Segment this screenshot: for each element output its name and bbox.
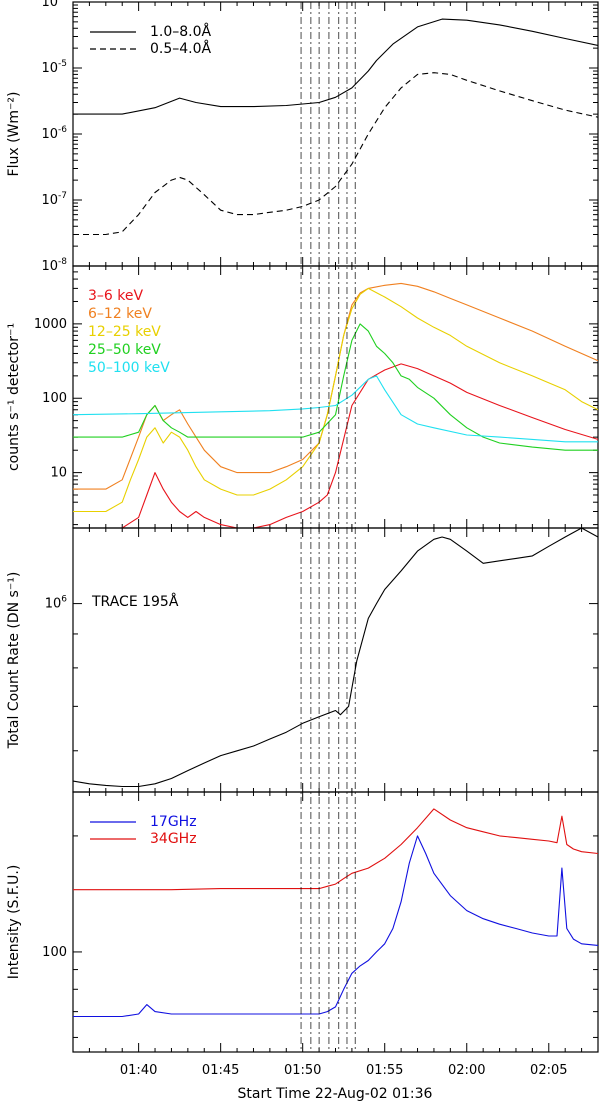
x-axis-title: Start Time 22-Aug-02 01:36: [238, 1086, 433, 1102]
vertical-time-markers: [300, 2, 356, 1052]
y-tick-base: 10: [41, 259, 58, 274]
y-tick-label: 10-8: [41, 257, 67, 274]
series-line-0: [73, 18, 598, 115]
y-axis-title: Intensity (S.F.U.): [6, 865, 22, 980]
y-tick-exponent: -7: [58, 191, 67, 201]
legend-label: 3–6 keV: [88, 288, 143, 304]
y-tick-base: 10: [41, 61, 58, 76]
series-group: [73, 18, 598, 236]
y-tick-label: 10-6: [41, 125, 67, 142]
legend-label: 50–100 keV: [88, 360, 170, 376]
y-tick-label: 10-4: [41, 0, 67, 10]
y-axis-title: Total Count Rate (DN s⁻¹): [6, 572, 22, 750]
y-tick-label: 100: [42, 391, 67, 406]
y-tick-label: 1000: [34, 317, 67, 332]
y-tick-exponent: -4: [58, 0, 67, 3]
y-tick-label: 100: [42, 945, 67, 960]
series-group: [73, 528, 598, 788]
panel-annotation: TRACE 195Å: [91, 593, 179, 610]
legend: 1.0–8.0Å0.5–4.0Å: [90, 23, 212, 57]
series-group: [73, 808, 598, 1018]
series-line-2: [73, 287, 598, 513]
x-tick-label: 02:05: [530, 1063, 567, 1078]
series-line-0: [73, 835, 598, 1018]
y-tick-label: 10-5: [41, 59, 67, 76]
y-tick-exponent: 6: [61, 595, 67, 605]
x-tick-label: 02:00: [448, 1063, 485, 1078]
x-tick-label: 01:45: [202, 1063, 239, 1078]
x-tick-label: 01:40: [120, 1063, 157, 1078]
y-tick-exponent: -6: [58, 125, 67, 135]
y-axis-title: counts s⁻¹ detector⁻¹: [6, 323, 22, 471]
y-tick-base: 10: [41, 0, 58, 10]
x-tick-label: 01:55: [366, 1063, 403, 1078]
y-tick-label: 106: [45, 595, 68, 612]
series-line-1: [73, 72, 598, 236]
legend-label: 34GHz: [150, 831, 197, 847]
legend-label: 0.5–4.0Å: [150, 40, 212, 57]
panel-goes: 10-810-710-610-510-4Flux (Wm⁻²)1.0–8.0Å0…: [6, 0, 599, 274]
series-line-3: [73, 323, 598, 451]
series-line-0: [73, 528, 598, 788]
y-axis-title: Flux (Wm⁻²): [6, 92, 22, 177]
y-tick-exponent: -5: [58, 59, 67, 69]
y-tick-base: 10: [45, 597, 62, 612]
panel-rhessi: 10 100 1000 counts s⁻¹ detector⁻¹ 3–6 keV 6–1…: [6, 265, 599, 529]
x-tick-label: 01:50: [284, 1063, 321, 1078]
y-tick-label: 10-7: [41, 191, 67, 208]
series-line-1: [73, 808, 598, 891]
y-tick-base: 10: [41, 127, 58, 142]
panels-group: 10-810-710-610-510-4Flux (Wm⁻²)1.0–8.0Å0…: [6, 0, 599, 1053]
y-tick-exponent: -8: [58, 257, 67, 267]
series-line-0: [73, 363, 598, 528]
legend-label: 1.0–8.0Å: [150, 23, 212, 40]
x-axis: Start Time 22-Aug-02 01:36 01:40 01:45 01:…: [120, 1063, 568, 1102]
legend-label: 12–25 keV: [88, 324, 161, 340]
legend-label: 17GHz: [150, 814, 197, 830]
legend-label: 25–50 keV: [88, 342, 161, 358]
series-group: [73, 282, 598, 528]
legend: 3–6 keV 6–12 keV 12–25 keV 25–50 keV 50–100 …: [88, 288, 170, 376]
panel-frame: [72, 527, 599, 793]
panel-trace: 106 Total Count Rate (DN s⁻¹) TRACE 195Å: [6, 527, 599, 793]
series-line-4: [73, 375, 598, 443]
legend-label: 6–12 keV: [88, 306, 152, 322]
y-tick-base: 10: [41, 193, 58, 208]
y-tick-label: 10: [50, 466, 67, 481]
